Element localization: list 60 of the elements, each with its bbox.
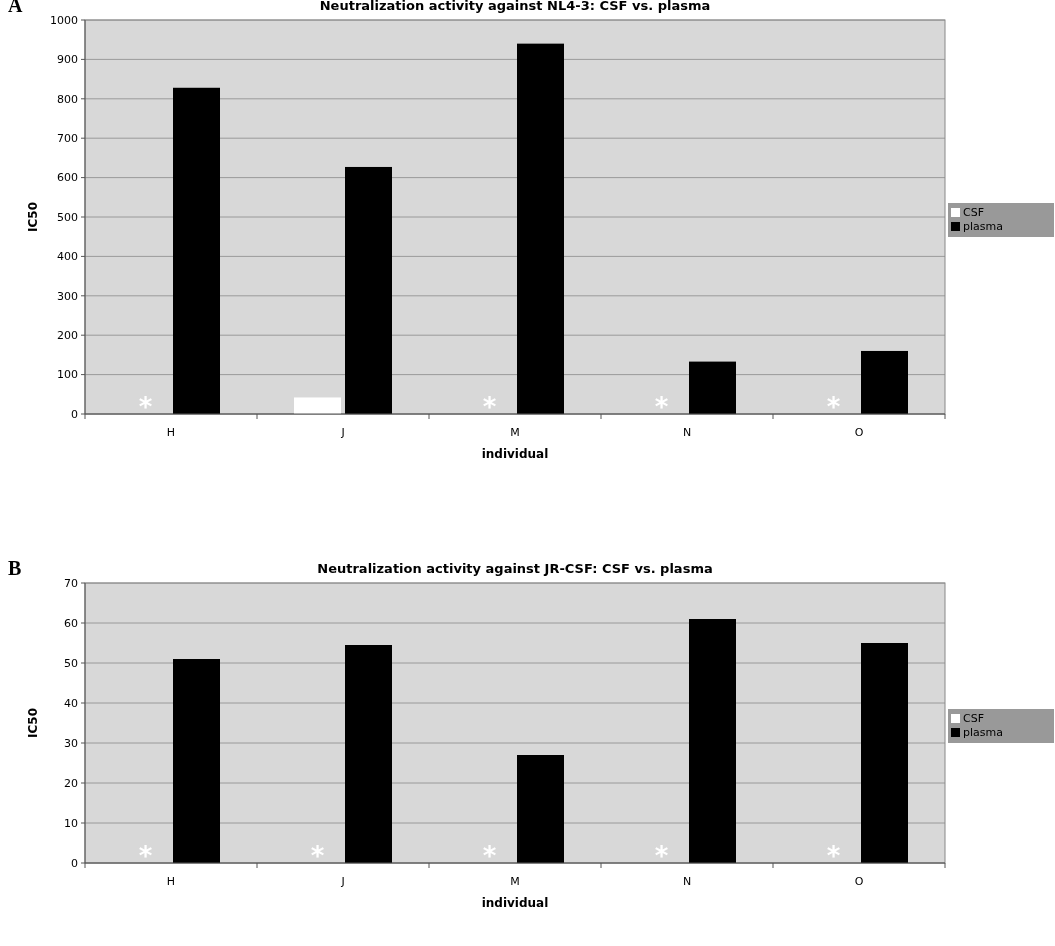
bar [345,645,392,863]
bar [294,397,341,414]
x-tick-label: N [682,875,692,888]
text: B [8,557,22,579]
y-tick-label: 300 [57,289,78,303]
annotation: * [482,392,497,422]
annotation: * [654,841,669,871]
x-tick-label: J [340,875,345,888]
bar [345,166,392,414]
x-tick-label: M [510,426,520,439]
y-tick-label: 0 [71,407,78,421]
bar [517,755,564,863]
x-tick-label: N [682,426,692,439]
annotation: * [138,841,153,871]
bar [689,361,736,414]
y-tick-label: 20 [64,776,78,790]
y-tick-label: 0 [71,856,78,870]
legend-label: plasma [963,726,1003,739]
bar [861,643,908,863]
chart-title: Neutralization activity against JR-CSF: CSF vs. plasma [317,561,713,576]
bar [173,659,220,863]
bar [173,87,220,414]
bar [689,619,736,863]
y-tick-label: 400 [57,250,78,264]
y-tick-label: 200 [57,329,78,343]
y-tick-label: 900 [57,53,78,67]
x-tick-label: M [510,875,520,888]
y-tick-label: 700 [57,132,78,146]
annotation: * [482,841,497,871]
annotation: * [310,841,325,871]
x-tick-label: O [854,426,864,439]
x-tick-label: H [166,426,176,439]
bar [861,350,908,414]
legend-label: CSF [963,206,984,219]
annotation: * [826,392,841,422]
annotation: * [826,841,841,871]
y-axis-title: IC50 [26,708,40,738]
x-tick-label: H [166,875,176,888]
y-tick-label: 30 [64,736,78,750]
legend-label: plasma [963,220,1003,233]
y-tick-label: 500 [57,210,78,224]
y-tick-label: 10 [64,816,78,830]
x-axis-title: individual [481,896,549,910]
x-tick-label: O [854,875,864,888]
legend-label: CSF [963,712,984,725]
chart-title: Neutralization activity against NL4-3: CSF vs. plasma [319,0,711,13]
annotation: * [654,392,669,422]
y-axis-title: IC50 [26,202,40,232]
x-axis-title: individual [481,447,549,461]
y-tick-label: 60 [64,616,78,630]
bar [517,43,564,414]
x-tick-label: J [340,426,345,439]
y-tick-label: 50 [64,656,78,670]
y-tick-label: 40 [64,696,78,710]
y-tick-label: 800 [57,92,78,106]
y-tick-label: 100 [57,368,78,382]
y-tick-label: 600 [57,171,78,185]
annotation: * [138,392,153,422]
y-tick-label: 1000 [50,13,78,27]
y-tick-label: 70 [64,576,78,590]
